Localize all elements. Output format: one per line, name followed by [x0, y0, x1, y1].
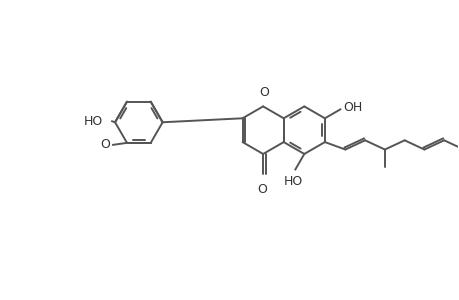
- Text: HO: HO: [84, 115, 103, 128]
- Text: O: O: [258, 86, 269, 100]
- Text: O: O: [257, 183, 267, 196]
- Text: HO: HO: [283, 176, 302, 188]
- Text: OH: OH: [342, 101, 362, 114]
- Text: O: O: [100, 138, 110, 151]
